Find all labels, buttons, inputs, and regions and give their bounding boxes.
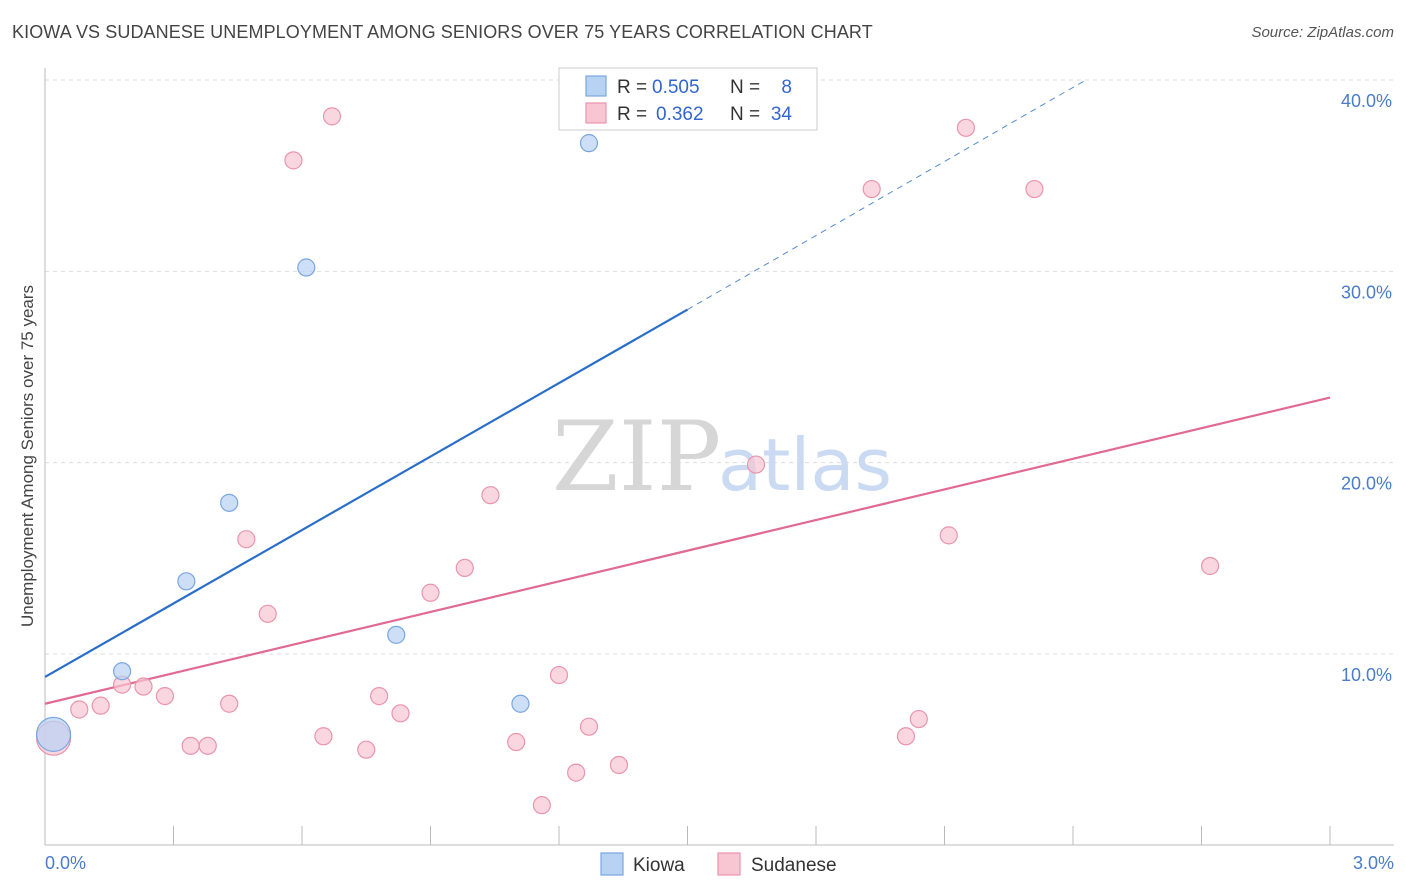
kiowa-point-4	[297, 258, 316, 277]
sudanese-point-32	[1025, 179, 1044, 199]
watermark-zip: ZIP	[552, 401, 721, 513]
sudanese-point-16	[391, 704, 410, 723]
sudanese-point-19	[481, 486, 500, 505]
legend-kiowa-swatch	[585, 75, 607, 97]
sudanese-point-29	[909, 709, 928, 729]
kiowa-point-3	[220, 493, 239, 512]
legend-kiowa-n-value: 8	[781, 77, 792, 98]
sudanese-trend-line	[44, 396, 1331, 705]
watermark: ZIP atlas	[552, 401, 892, 513]
bottom-legend-kiowa-swatch	[600, 852, 624, 876]
y-tick-label-20: 20.0%	[1341, 474, 1392, 494]
tick-labels: 10.0% 20.0% 30.0% 40.0% 0.0% 3.0%	[45, 91, 1394, 873]
source-label: Source: ZipAtlas.com	[1251, 24, 1394, 41]
sudanese-point-11	[284, 151, 303, 170]
sudanese-point-21	[532, 796, 551, 815]
y-tick-label-30: 30.0%	[1341, 282, 1392, 302]
sudanese-point-5	[155, 686, 175, 706]
y-tick-label-10: 10.0%	[1341, 665, 1392, 685]
sudanese-point-24	[579, 717, 599, 736]
data-points	[35, 107, 1220, 815]
sudanese-point-18	[455, 558, 474, 578]
sudanese-point-10	[258, 604, 277, 623]
sudanese-point-9	[237, 530, 256, 549]
sudanese-point-23	[567, 763, 586, 782]
legend-kiowa-r-value: 0.505	[652, 77, 700, 98]
y-axis-title: Unemployment Among Seniors over 75 years	[18, 285, 37, 627]
sudanese-point-2	[91, 696, 110, 715]
sudanese-point-7	[198, 736, 217, 755]
legend-kiowa-n-label: N =	[730, 77, 760, 98]
bottom-legend: Kiowa Sudanese	[600, 852, 837, 876]
sudanese-point-15	[370, 686, 389, 706]
sudanese-point-13	[322, 107, 342, 126]
sudanese-point-28	[896, 727, 916, 746]
bottom-legend-sudanese-label: Sudanese	[751, 855, 837, 876]
legend-sudanese-n-value: 34	[771, 104, 793, 125]
sudanese-point-17	[421, 583, 440, 602]
sudanese-point-31	[956, 118, 976, 137]
kiowa-point-7	[579, 134, 599, 153]
x-tick-label-min: 0.0%	[45, 853, 86, 873]
sudanese-point-4	[134, 677, 153, 696]
sudanese-point-14	[357, 740, 376, 759]
bottom-legend-sudanese-swatch	[717, 852, 741, 876]
kiowa-point-0	[35, 716, 72, 752]
axes	[44, 68, 1394, 846]
sudanese-point-22	[549, 665, 569, 685]
kiowa-point-6	[511, 694, 530, 713]
y-tick-label-40: 40.0%	[1341, 91, 1392, 111]
top-legend: R = 0.505 N = 8 R = 0.362 N = 34	[558, 67, 818, 131]
sudanese-point-12	[314, 727, 333, 746]
chart-title: KIOWA VS SUDANESE UNEMPLOYMENT AMONG SEN…	[12, 22, 873, 42]
sudanese-point-25	[609, 755, 629, 775]
sudanese-point-20	[507, 732, 526, 752]
kiowa-point-2	[177, 572, 196, 591]
watermark-atlas: atlas	[718, 423, 892, 507]
kiowa-point-5	[387, 625, 406, 644]
sudanese-point-27	[862, 179, 881, 199]
x-tick-label-max: 3.0%	[1353, 853, 1394, 873]
legend-kiowa-r-label: R =	[617, 77, 647, 98]
kiowa-trend-line	[44, 308, 689, 678]
grid-lines	[45, 79, 1394, 655]
legend-sudanese-n-label: N =	[730, 104, 760, 125]
legend-sudanese-swatch	[585, 102, 607, 124]
kiowa-point-1	[112, 662, 132, 681]
legend-sudanese-r-value: 0.362	[656, 104, 704, 125]
sudanese-point-33	[1200, 556, 1220, 576]
sudanese-point-6	[181, 736, 200, 755]
bottom-legend-kiowa-label: Kiowa	[633, 855, 685, 876]
sudanese-point-1	[70, 700, 89, 719]
trend-lines	[44, 79, 1331, 705]
sudanese-point-30	[939, 526, 958, 545]
sudanese-point-26	[746, 455, 766, 474]
sudanese-point-8	[220, 694, 239, 713]
legend-sudanese-r-label: R =	[617, 104, 647, 125]
